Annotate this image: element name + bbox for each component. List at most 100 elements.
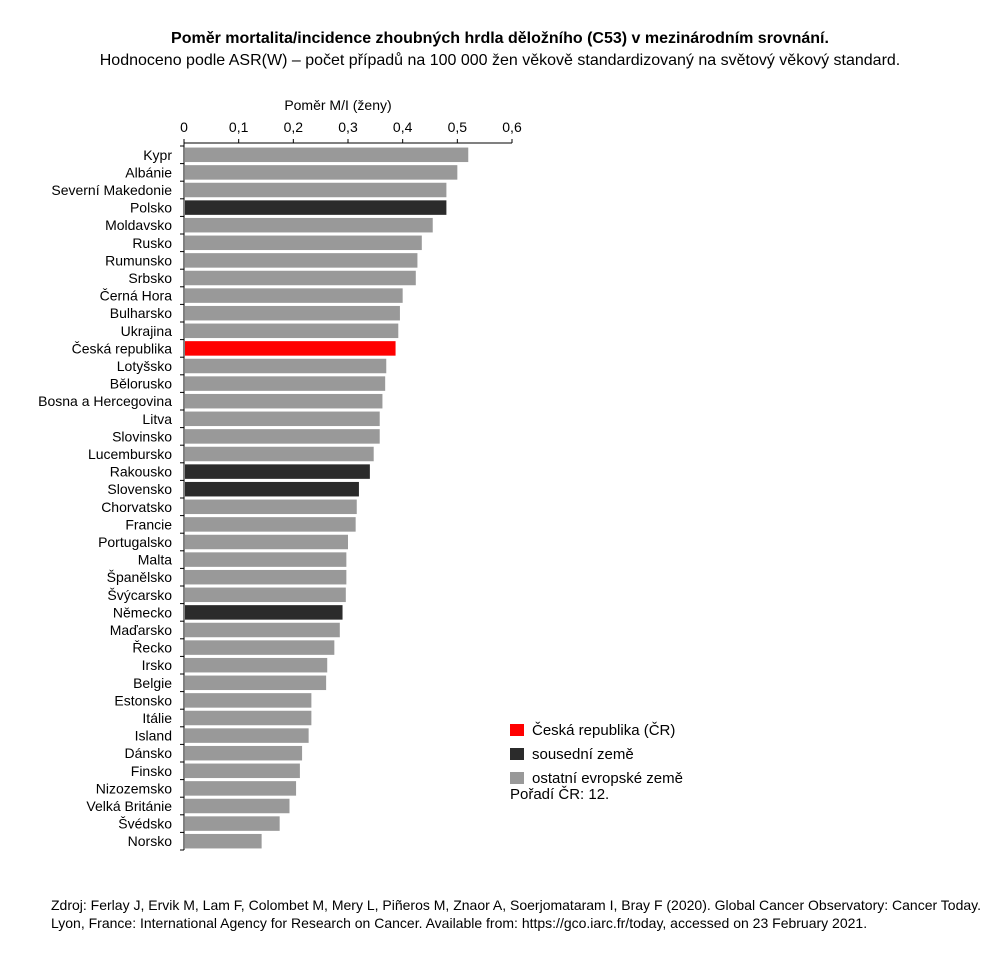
- x-axis-label: Poměr M/I (ženy): [284, 97, 391, 113]
- category-label: Slovensko: [107, 481, 172, 497]
- x-tick-label: 0,1: [229, 119, 249, 135]
- category-label: Finsko: [131, 763, 172, 779]
- category-label: Bulharsko: [110, 305, 172, 321]
- x-tick-label: 0,2: [284, 119, 304, 135]
- bar: [185, 446, 374, 462]
- category-label: Francie: [125, 516, 172, 532]
- bar: [185, 270, 416, 286]
- category-label: Kypr: [143, 147, 172, 163]
- bar: [185, 816, 280, 831]
- category-label: Česká republika: [72, 340, 173, 356]
- bar: [185, 165, 458, 180]
- bar: [185, 534, 348, 550]
- bar-chart: Poměr M/I (ženy) 0 0,1 0,2 0,3 0,4 0,5 0,6 KyprA…: [38, 97, 522, 851]
- category-label: Maďarsko: [110, 622, 173, 638]
- category-label: Polsko: [130, 200, 172, 216]
- legend-label-neighbor: sousední země: [532, 745, 634, 763]
- category-label: Irsko: [142, 657, 173, 673]
- bar: [185, 200, 447, 215]
- legend-item-cr: Česká republika (ČR): [510, 718, 683, 742]
- category-label: Itálie: [142, 710, 172, 726]
- legend-label-other: ostatní evropské země: [532, 769, 683, 787]
- category-label: Lucembursko: [88, 446, 172, 462]
- bar: [185, 517, 356, 532]
- x-tick-label: 0: [180, 119, 188, 135]
- bar: [185, 569, 347, 585]
- bar: [185, 358, 387, 374]
- bar: [185, 798, 290, 814]
- category-label: Moldavsko: [105, 217, 172, 233]
- bar: [185, 429, 380, 444]
- category-label: Velká Británie: [86, 798, 172, 814]
- bar: [185, 235, 422, 251]
- bar: [185, 622, 340, 638]
- bar: [185, 217, 433, 233]
- legend: Česká republika (ČR) sousední země ostat…: [510, 718, 683, 803]
- category-label: Ukrajina: [121, 323, 173, 339]
- legend-rank-note: Pořadí ČR: 12.: [510, 786, 610, 803]
- bar: [185, 710, 312, 726]
- chart-subtitle: Hodnoceno podle ASR(W) – počet případů n…: [99, 52, 901, 69]
- bar: [185, 411, 380, 427]
- category-label: Bělorusko: [110, 376, 172, 392]
- bar: [185, 587, 346, 603]
- category-label: Island: [135, 728, 172, 744]
- bar: [185, 763, 300, 779]
- category-label: Švýcarsko: [107, 587, 172, 603]
- bar: [185, 552, 347, 567]
- x-tick-label: 0,5: [448, 119, 468, 135]
- category-label: Nizozemsko: [96, 780, 172, 796]
- bar: [185, 833, 262, 849]
- x-tick-label: 0,3: [338, 119, 358, 135]
- legend-swatch-cr: [510, 724, 524, 736]
- bar: [185, 147, 469, 163]
- category-label: Bosna a Hercegovina: [38, 393, 172, 409]
- category-label: Španělsko: [107, 569, 173, 585]
- category-label: Lotyšsko: [117, 358, 172, 374]
- category-label: Řecko: [132, 640, 172, 656]
- category-label: Portugalsko: [98, 534, 172, 550]
- bar: [185, 781, 297, 796]
- bar: [185, 305, 400, 321]
- chart-title: Poměr mortalita/incidence zhoubných hrdl…: [171, 30, 829, 47]
- bar: [185, 640, 335, 655]
- category-label: Dánsko: [125, 745, 173, 761]
- category-label: Belgie: [133, 675, 172, 691]
- bar: [185, 657, 328, 673]
- category-label: Německo: [113, 604, 172, 620]
- legend-item-neighbor: sousední země: [510, 742, 683, 766]
- bar: [185, 341, 396, 356]
- bar: [185, 182, 447, 198]
- bar: [185, 253, 418, 268]
- category-label: Norsko: [128, 833, 173, 849]
- category-label: Rumunsko: [105, 252, 172, 268]
- bar: [185, 481, 359, 497]
- legend-swatch-neighbor: [510, 748, 524, 760]
- category-label: Rusko: [132, 235, 172, 251]
- category-label: Chorvatsko: [101, 499, 172, 515]
- legend-label-cr: Česká republika (ČR): [532, 721, 676, 739]
- bar: [185, 323, 399, 339]
- bar: [185, 464, 370, 479]
- bar: [185, 499, 357, 515]
- x-tick-label: 0,6: [502, 119, 522, 135]
- bar: [185, 693, 312, 708]
- source-note: Zdroj: Ferlay J, Ervik M, Lam F, Colombe…: [51, 897, 982, 931]
- bar: [185, 376, 386, 391]
- category-label: Albánie: [125, 164, 172, 180]
- category-label: Rakousko: [110, 464, 172, 480]
- bar: [185, 605, 343, 620]
- legend-item-other: ostatní evropské země: [510, 766, 683, 790]
- legend-swatch-other: [510, 772, 524, 784]
- bar: [185, 393, 383, 409]
- category-label: Slovinsko: [112, 428, 172, 444]
- bar: [185, 288, 403, 303]
- bar: [185, 728, 309, 743]
- bar: [185, 745, 303, 761]
- category-label: Malta: [138, 552, 172, 568]
- category-label: Švédsko: [118, 816, 172, 832]
- category-label: Černá Hora: [100, 288, 173, 304]
- category-label: Severní Makedonie: [51, 182, 172, 198]
- bar: [185, 675, 327, 691]
- category-label: Estonsko: [114, 692, 172, 708]
